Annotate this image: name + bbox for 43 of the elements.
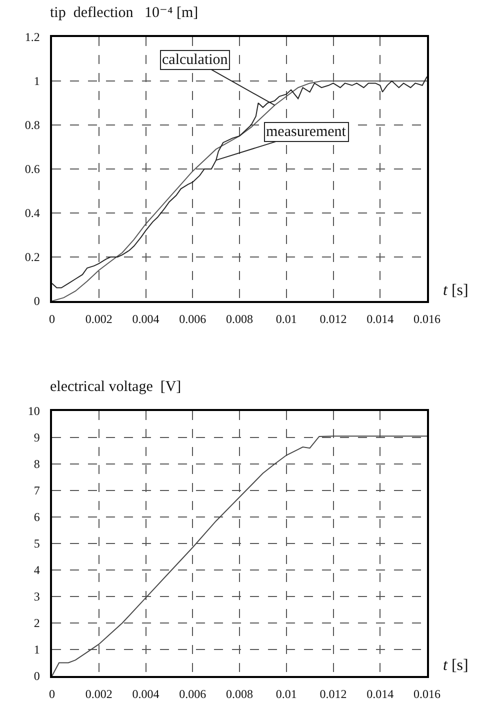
y-tick-label: 2 [34, 616, 40, 630]
x-tick-label: 0.016 [414, 687, 440, 702]
x-tick-label: 0 [49, 687, 55, 702]
y-tick-label: 10 [28, 404, 40, 418]
x-tick-label: 0.002 [85, 312, 112, 326]
y-tick-label: 1 [34, 642, 40, 657]
x-tick-label: 0.008 [226, 312, 253, 326]
y-tick-label: 0.2 [24, 250, 40, 264]
y-tick-label: 5 [34, 536, 40, 551]
x-tick-label: 0.006 [179, 312, 206, 326]
y-axis-title: tip deflection 10⁻⁴ [m] [50, 5, 198, 21]
series-label: measurement [266, 124, 347, 140]
x-tick-label: 0.008 [226, 687, 253, 702]
x-tick-label: 0 [49, 312, 55, 326]
x-tick-label: 0.01 [276, 687, 297, 702]
y-tick-label: 6 [34, 510, 40, 524]
x-tick-label: 0.004 [132, 312, 160, 326]
y-tick-label: 7 [34, 484, 40, 498]
y-tick-label: 0.6 [24, 162, 40, 176]
x-axis-title: t [s] [443, 282, 468, 299]
x-tick-label: 0.006 [179, 687, 206, 702]
text: calculation [162, 52, 228, 68]
y-tick-label: 8 [34, 457, 40, 472]
x-tick-label: 0.014 [366, 687, 394, 702]
y-tick-label: 1.2 [24, 30, 40, 44]
x-axis-title: t [s] [443, 657, 468, 674]
x-tick-label: 0.002 [85, 687, 112, 702]
x-tick-label: 0.012 [320, 687, 347, 702]
x-tick-label: 0.004 [132, 687, 160, 702]
y-tick-label: 0 [34, 294, 40, 308]
x-tick-label: 0.014 [366, 312, 394, 326]
y-tick-label: 1 [34, 74, 40, 88]
y-tick-label: 3 [34, 590, 40, 604]
y-tick-label: 0.4 [24, 206, 40, 220]
x-tick-label: 0.016 [414, 312, 440, 326]
line-series [52, 436, 427, 676]
x-tick-label: 0.01 [276, 312, 297, 326]
y-tick-label: 4 [34, 563, 40, 578]
y-axis-title: electrical voltage [V] [50, 379, 182, 395]
x-tick-label: 0.012 [320, 312, 347, 326]
y-tick-label: 0 [34, 669, 40, 684]
y-tick-label: 0.8 [24, 118, 40, 132]
y-tick-label: 9 [34, 430, 40, 445]
